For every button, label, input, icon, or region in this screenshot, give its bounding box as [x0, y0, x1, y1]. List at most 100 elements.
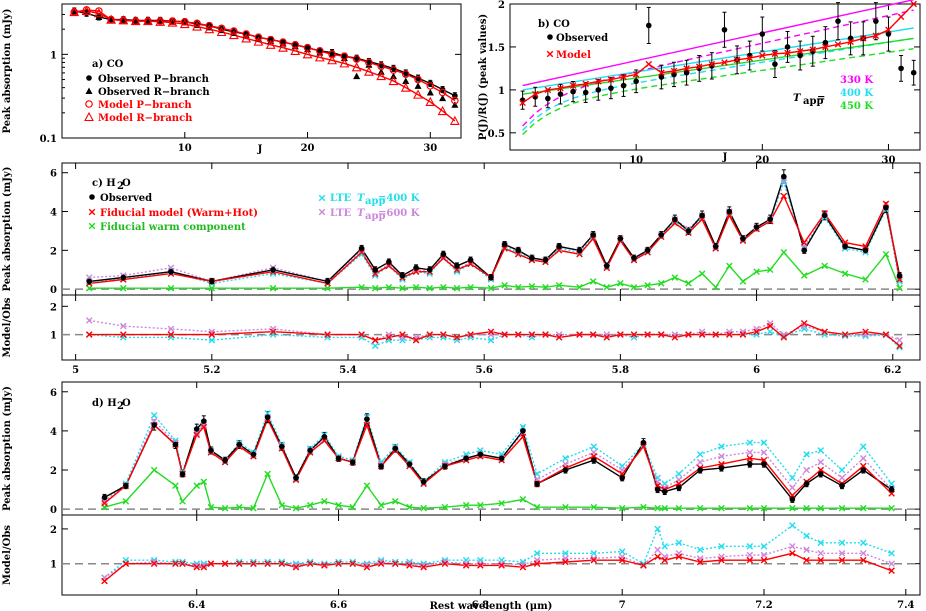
point-lte400-d — [533, 470, 541, 478]
point-warm-d — [746, 504, 754, 512]
point-model-c2 — [603, 334, 611, 341]
point-model-d2 — [789, 549, 796, 557]
point-model-b — [695, 63, 703, 70]
series-line-tapp-dashed-0 — [522, 9, 914, 127]
point-model-d2 — [533, 560, 541, 567]
point-warm-c — [487, 284, 495, 292]
xtick-label-c2: 5.4 — [339, 365, 356, 376]
point-observed-d — [839, 482, 845, 489]
point-warm-d — [193, 482, 201, 489]
point-model-r — [204, 24, 215, 34]
point-lte400-d2 — [562, 549, 569, 557]
panel-label-sub-c: 2 — [117, 181, 124, 192]
point-observed-c — [685, 228, 692, 234]
point-warm-d — [462, 501, 470, 509]
point-model-p — [365, 58, 373, 67]
point-observed-r — [328, 50, 336, 58]
point-observed-c — [603, 263, 610, 269]
point-lte400-d2 — [817, 539, 825, 547]
point-model-r — [106, 14, 117, 24]
point-lte400-d2 — [179, 558, 186, 566]
point-model-c — [800, 239, 808, 246]
point-lte600-d2 — [590, 555, 598, 562]
point-model-r — [413, 89, 423, 99]
point-observed-d — [860, 467, 867, 473]
point-warm-c — [119, 284, 127, 292]
point-model-d2 — [562, 558, 569, 566]
point-model-b — [670, 67, 678, 75]
point-observed-c — [86, 278, 93, 285]
point-model-r — [130, 15, 141, 26]
point-observed-r — [168, 18, 176, 25]
point-warm-d — [321, 498, 328, 505]
point-observed-p — [427, 80, 434, 87]
point-model-c2 — [766, 322, 774, 330]
series-line-tapp-0 — [522, 0, 914, 87]
point-model-d2 — [306, 560, 314, 567]
point-lte600-d2 — [377, 558, 385, 566]
point-warm-c — [800, 272, 808, 279]
point-observed-b — [658, 74, 665, 80]
point-lte600-d2 — [406, 560, 413, 567]
ytick-label-c: 2 — [50, 246, 57, 257]
point-model-b — [759, 52, 766, 59]
point-lte600-d2 — [817, 549, 825, 557]
point-observed-c — [454, 263, 460, 269]
point-observed-c — [883, 204, 889, 211]
point-model-d2 — [377, 560, 385, 567]
point-lte600-c2 — [119, 322, 127, 330]
point-observed-c — [372, 266, 379, 273]
point-warm-d — [838, 504, 846, 512]
point-observed-c — [209, 278, 215, 285]
point-warm-c — [467, 283, 474, 291]
point-warm-c — [644, 281, 651, 289]
legend-marker-b — [546, 50, 554, 58]
point-model-d2 — [221, 560, 229, 567]
point-warm-c — [576, 283, 583, 291]
point-observed-r — [83, 8, 91, 16]
point-warm-d — [498, 499, 505, 507]
xtick-label-c2: 5.2 — [203, 365, 220, 376]
point-observed-r — [389, 72, 397, 80]
point-lte600-d — [859, 454, 867, 462]
point-lte400-d — [718, 443, 725, 450]
point-observed-d — [817, 471, 824, 477]
point-model-r — [425, 96, 436, 106]
point-warm-c — [167, 284, 175, 292]
point-lte600-d2 — [654, 546, 661, 554]
xtick-label-d2: 7.4 — [897, 600, 914, 611]
ytick-label-a: 1 — [50, 50, 57, 61]
point-observed-c — [712, 243, 719, 250]
legend-label-lte400-pre: LTE — [330, 193, 352, 204]
point-model-c2 — [399, 331, 406, 338]
point-model-d2 — [803, 556, 810, 564]
point-model-d2 — [193, 563, 201, 571]
point-lte400-d2 — [888, 549, 895, 557]
point-lte600-d2 — [498, 560, 505, 567]
point-lte600-d — [696, 458, 704, 466]
point-model-r — [278, 42, 288, 52]
y-axis-label-d2: Model/Obs — [2, 525, 13, 585]
point-observed-b — [898, 65, 904, 72]
point-observed-d — [591, 457, 597, 464]
point-observed-d — [201, 418, 207, 424]
point-observed-c — [658, 232, 665, 238]
point-model-p — [193, 19, 201, 28]
point-warm-c — [712, 283, 720, 291]
point-observed-c — [386, 259, 392, 265]
point-model-p — [242, 30, 250, 38]
point-model-p — [230, 27, 238, 35]
panel-frame-d2 — [61, 514, 921, 596]
point-lte400-d — [590, 443, 598, 450]
point-model-b — [885, 26, 892, 34]
point-lte400-d2 — [321, 560, 328, 567]
point-observed-d — [789, 496, 796, 503]
point-model-d2 — [321, 562, 328, 569]
point-model-r — [302, 49, 313, 59]
point-model-b — [784, 49, 791, 57]
point-warm-d — [172, 482, 179, 489]
point-lte400-d2 — [533, 549, 541, 557]
point-lte400-c2 — [896, 343, 903, 351]
point-warm-c — [617, 280, 624, 287]
